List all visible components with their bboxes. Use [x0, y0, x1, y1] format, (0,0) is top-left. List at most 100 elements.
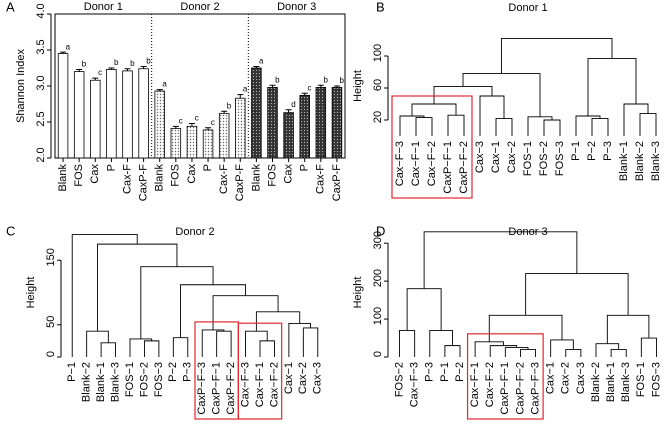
y-tick-label: 60 [372, 79, 384, 91]
x-tick-label: P [105, 164, 117, 171]
dendrogram-link [86, 330, 109, 357]
bar [299, 94, 310, 159]
dendrogram-link [488, 314, 563, 342]
dendrogram-link [462, 73, 541, 117]
leaf-label: Blank−3 [650, 141, 662, 181]
dendrogram-link [479, 95, 505, 136]
significance-letter: c [308, 83, 312, 92]
bar [186, 125, 198, 159]
y-tick-label: 4.0 [35, 3, 47, 18]
bar [138, 68, 149, 159]
significance-letter: a [243, 85, 248, 94]
bar [154, 90, 165, 159]
panel-letter: B [376, 0, 385, 14]
dendrogram-link [245, 330, 268, 357]
error-bar [205, 127, 212, 130]
x-tick-label: Blank [57, 164, 69, 192]
dendrogram-link [474, 341, 504, 357]
dendrogram-link [610, 348, 627, 357]
dendrogram-link [623, 103, 649, 136]
significance-letter: b [323, 75, 328, 84]
highlight-box [237, 322, 283, 420]
significance-letter: b [146, 57, 151, 66]
dendrogram-link [433, 85, 493, 104]
dendrogram-link [97, 243, 178, 332]
leaf-label: Cax−3 [312, 362, 324, 394]
dendrogram-link [565, 348, 582, 357]
significance-letter: c [98, 68, 102, 77]
error-bar [237, 94, 244, 99]
dendrogram-link [501, 37, 613, 74]
dendrogram-link [639, 113, 657, 136]
leaf-label: Cax−3 [575, 362, 587, 394]
y-tick-label: 0 [372, 351, 384, 357]
x-tick-label: P [299, 164, 311, 171]
bar [90, 79, 101, 159]
highlight-box [466, 333, 544, 420]
x-tick-label: P [202, 164, 214, 171]
significance-letter: a [259, 57, 264, 66]
error-bar [221, 110, 228, 114]
leaf-label: Cax−F−1 [254, 362, 266, 407]
leaf-label: Blank−1 [95, 362, 107, 402]
y-tick-label: 0 [45, 351, 57, 357]
leaf-label: Cax−1 [490, 141, 502, 173]
dendrogram-link [201, 329, 225, 357]
error-bar [301, 92, 308, 96]
error-bar [269, 84, 276, 88]
y-axis-label: Shannon Index [15, 48, 27, 123]
leaf-label: Blank−2 [634, 141, 646, 181]
bar [267, 87, 278, 159]
error-bar [285, 109, 292, 113]
significance-letter: b [130, 59, 135, 68]
leaf-label: P−2 [167, 362, 179, 382]
significance-letter: a [162, 80, 167, 89]
error-bar [140, 66, 147, 69]
leaf-label: FOS−2 [538, 141, 550, 176]
bar [283, 112, 294, 159]
leaf-label: CaxP−F−1 [499, 362, 511, 415]
dendrogram-link [415, 117, 433, 136]
significance-letter: c [211, 118, 215, 127]
x-tick-label: Cax [186, 164, 198, 184]
dendrogram-link [519, 348, 537, 357]
dendrogram-link [423, 231, 578, 289]
leaf-label: Cax−F−3 [239, 362, 251, 407]
bar [315, 87, 327, 159]
dendrogram-link [595, 343, 620, 357]
leaf-label: Blank−2 [590, 362, 602, 402]
error-bar [60, 51, 67, 54]
error-bar [253, 66, 260, 68]
leaf-label: P−2 [586, 141, 598, 161]
y-axis-label: Height [352, 277, 364, 309]
significance-letter: a [66, 42, 71, 51]
x-tick-label: CaxP-F [331, 164, 343, 202]
dendrogram-link [255, 311, 301, 332]
leaf-label: Cax−3 [474, 141, 486, 173]
leaf-label: CaxP−F−2 [514, 362, 526, 415]
dendrogram-link [216, 330, 232, 357]
dendrogram-link [495, 117, 513, 136]
error-bar [188, 122, 195, 127]
leaf-label: FOS−1 [124, 362, 136, 397]
error-bar [333, 85, 340, 88]
dendrogram-link [575, 115, 601, 136]
leaf-label: P−3 [182, 362, 194, 382]
leaf-label: P−2 [454, 362, 466, 382]
dendrogram-link [587, 57, 637, 116]
panel-letter: C [6, 223, 15, 238]
dendrogram-link [71, 234, 138, 357]
bar [57, 53, 69, 159]
leaf-label: Blank−3 [109, 362, 121, 402]
leaf-label: FOS−2 [138, 362, 150, 397]
x-tick-label: Cax-F [315, 164, 327, 194]
panel-letter: D [376, 223, 385, 238]
leaf-label: Blank−1 [618, 141, 630, 181]
plot-frame [54, 13, 346, 159]
leaf-label: Cax−F−1 [410, 141, 422, 186]
leaf-label: P−1 [439, 362, 451, 382]
dendrogram-link [399, 115, 425, 136]
y-tick-label: 2.5 [35, 111, 47, 126]
